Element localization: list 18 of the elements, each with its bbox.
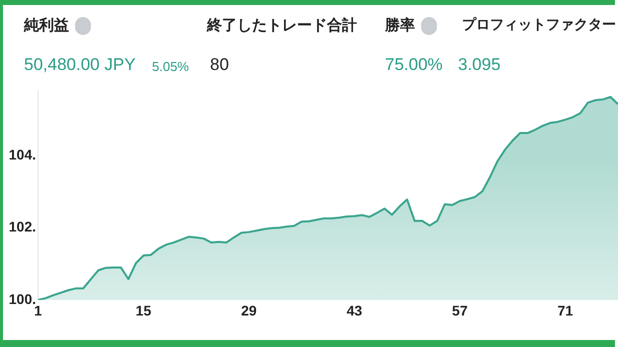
y-tick-label: 102.	[8, 218, 36, 235]
text: 3.095	[458, 55, 501, 75]
text: 終了したトレード合計	[207, 16, 357, 35]
x-tick-label: 71	[557, 302, 574, 318]
text: 75.00%	[385, 55, 443, 75]
x-tick-label: 43	[346, 302, 362, 318]
x-tick-label: 29	[241, 302, 257, 318]
text: プロフィットファクター	[462, 16, 616, 34]
y-tick-label: 100.	[8, 290, 36, 307]
text: 50,480.00 JPY	[24, 55, 136, 75]
y-tick-label: 104.	[8, 146, 36, 162]
x-tick-label: 57	[452, 302, 468, 318]
x-tick-label: 15	[136, 302, 152, 318]
text: 80	[210, 55, 229, 75]
text: 勝率	[385, 16, 415, 35]
text: 5.05%	[152, 59, 189, 74]
x-tick-label: 1	[34, 302, 42, 318]
text: 純利益	[24, 16, 69, 35]
